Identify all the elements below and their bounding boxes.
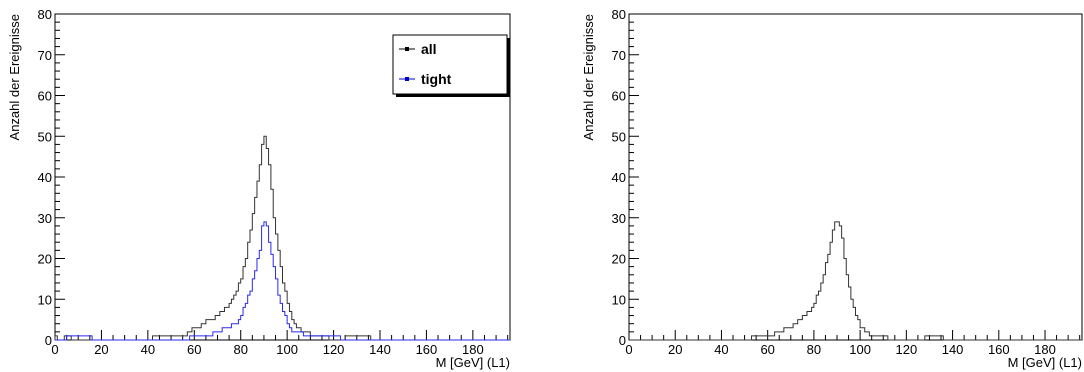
y-tick-label: 20 bbox=[38, 252, 52, 267]
x-tick-label: 40 bbox=[141, 342, 155, 357]
y-tick-label: 10 bbox=[38, 292, 52, 307]
y-tick-label: 40 bbox=[38, 170, 52, 185]
y-axis-label: Anzahl der Ereignisse bbox=[7, 14, 22, 140]
legend-box bbox=[392, 34, 508, 95]
plot-frame bbox=[628, 13, 1083, 341]
x-tick-label: 0 bbox=[625, 342, 632, 357]
x-tick-label: 60 bbox=[187, 342, 201, 357]
legend-label-all: all bbox=[421, 41, 437, 57]
x-tick-label: 80 bbox=[807, 342, 821, 357]
x-tick-label: 120 bbox=[323, 342, 345, 357]
y-tick-label: 10 bbox=[612, 292, 626, 307]
y-axis-label: Anzahl der Ereignisse bbox=[581, 14, 596, 140]
x-tick-label: 100 bbox=[276, 342, 298, 357]
x-tick-label: 20 bbox=[668, 342, 682, 357]
y-tick-label: 70 bbox=[38, 48, 52, 63]
x-tick-label: 140 bbox=[369, 342, 391, 357]
x-tick-label: 180 bbox=[462, 342, 484, 357]
y-tick-label: 0 bbox=[45, 333, 52, 348]
y-tick-label: 40 bbox=[612, 170, 626, 185]
histogram-series-series-0 bbox=[629, 221, 1082, 341]
x-tick-label: 180 bbox=[1034, 342, 1056, 357]
x-tick-label: 120 bbox=[895, 342, 917, 357]
y-tick-label: 50 bbox=[612, 129, 626, 144]
histogram-series-tight bbox=[55, 221, 510, 341]
x-tick-label: 40 bbox=[714, 342, 728, 357]
x-tick-label: 20 bbox=[94, 342, 108, 357]
y-tick-label: 0 bbox=[619, 333, 626, 348]
histogram-panel-left: 0 10 20 30 40 50 60 70 80 0 20 40 60 80 100 120 140 160 18… bbox=[7, 7, 511, 370]
y-tick-label: 70 bbox=[612, 48, 626, 63]
legend-label-tight: tight bbox=[421, 71, 452, 87]
x-axis-label: M [GeV] (L1) bbox=[436, 355, 510, 370]
x-tick-label: 160 bbox=[988, 342, 1010, 357]
histogram-panel-right: 0 10 20 30 40 50 60 70 80 0 20 40 60 80 100 120 140 160 18… bbox=[581, 7, 1083, 370]
y-tick-label: 20 bbox=[612, 252, 626, 267]
y-tick-label: 30 bbox=[612, 211, 626, 226]
y-tick-label: 60 bbox=[612, 89, 626, 104]
x-tick-label: 140 bbox=[942, 342, 964, 357]
legend-marker bbox=[405, 77, 409, 81]
legend-marker bbox=[405, 47, 409, 51]
y-tick-label: 80 bbox=[38, 7, 52, 22]
x-tick-label: 80 bbox=[233, 342, 247, 357]
x-axis-label: M [GeV] (L1) bbox=[1008, 355, 1082, 370]
y-tick-label: 50 bbox=[38, 129, 52, 144]
x-tick-label: 60 bbox=[760, 342, 774, 357]
y-tick-label: 80 bbox=[612, 7, 626, 22]
x-tick-label: 0 bbox=[51, 342, 58, 357]
x-tick-label: 160 bbox=[416, 342, 438, 357]
x-tick-label: 100 bbox=[849, 342, 871, 357]
y-tick-label: 30 bbox=[38, 211, 52, 226]
y-tick-label: 60 bbox=[38, 89, 52, 104]
